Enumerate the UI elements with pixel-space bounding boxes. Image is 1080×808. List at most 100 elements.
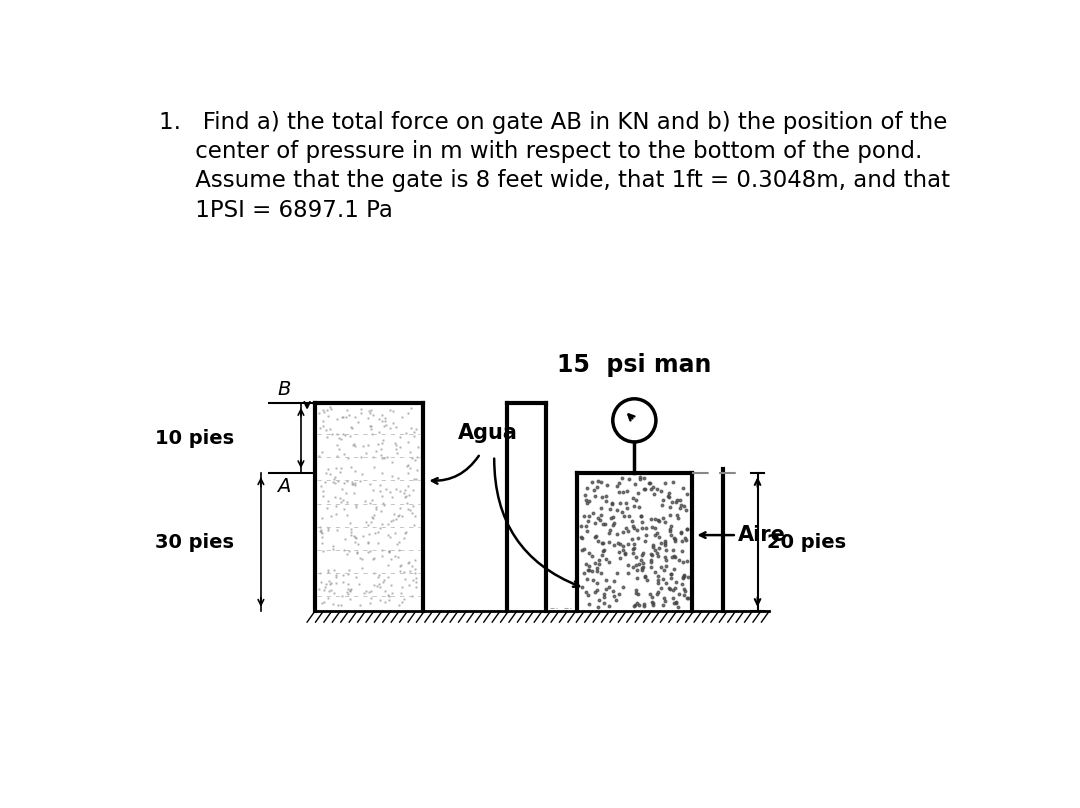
- Point: [324, 428, 341, 441]
- Point: [675, 588, 692, 601]
- Point: [320, 494, 337, 507]
- Point: [611, 497, 629, 510]
- Point: [590, 475, 607, 488]
- Point: [613, 505, 631, 518]
- Point: [383, 491, 401, 504]
- Point: [635, 600, 652, 612]
- Point: [633, 510, 650, 523]
- Point: [363, 494, 380, 507]
- Point: [404, 500, 421, 513]
- Point: [357, 447, 375, 460]
- Point: [407, 566, 424, 579]
- Point: [401, 461, 418, 474]
- Point: [382, 515, 400, 528]
- Point: [595, 591, 612, 604]
- Point: [365, 460, 382, 473]
- Point: [645, 539, 662, 552]
- Point: [381, 422, 399, 435]
- Point: [604, 585, 621, 598]
- Point: [380, 545, 397, 558]
- Point: [343, 475, 361, 488]
- Point: [672, 494, 689, 507]
- Point: [349, 545, 366, 558]
- Point: [392, 431, 409, 444]
- Point: [593, 548, 610, 561]
- Point: [647, 544, 664, 557]
- Point: [383, 469, 401, 482]
- Point: [637, 521, 654, 534]
- Point: [373, 443, 390, 456]
- Point: [579, 482, 596, 494]
- Point: [360, 545, 377, 558]
- Point: [402, 422, 419, 435]
- Point: [598, 478, 616, 491]
- Point: [600, 527, 618, 540]
- Point: [319, 592, 336, 605]
- Point: [665, 531, 683, 544]
- Point: [314, 415, 332, 428]
- Point: [383, 587, 401, 600]
- Point: [380, 594, 397, 607]
- Point: [645, 596, 662, 609]
- Point: [589, 565, 606, 578]
- Point: [400, 556, 417, 569]
- Point: [394, 581, 411, 594]
- Point: [322, 401, 339, 414]
- Point: [390, 508, 407, 521]
- Point: [623, 515, 640, 528]
- Point: [609, 567, 626, 580]
- Point: [311, 450, 328, 463]
- Point: [342, 523, 360, 536]
- Point: [624, 546, 642, 559]
- Point: [396, 527, 414, 540]
- Point: [326, 471, 343, 484]
- Point: [611, 552, 629, 565]
- Point: [335, 503, 352, 516]
- Point: [578, 558, 595, 570]
- Point: [349, 537, 366, 550]
- Point: [362, 516, 379, 528]
- Point: [615, 539, 632, 552]
- Point: [579, 524, 596, 537]
- Point: [333, 432, 350, 445]
- Point: [397, 426, 415, 439]
- Point: [314, 545, 332, 558]
- Point: [649, 527, 666, 540]
- Point: [675, 570, 692, 583]
- Point: [334, 483, 351, 496]
- Point: [406, 562, 423, 575]
- Point: [658, 576, 675, 589]
- Point: [337, 486, 354, 499]
- Point: [678, 555, 696, 568]
- Point: [647, 512, 664, 525]
- Point: [600, 556, 618, 569]
- Point: [336, 532, 353, 545]
- Point: [678, 523, 696, 536]
- Point: [316, 581, 334, 594]
- Point: [372, 484, 389, 497]
- Point: [650, 541, 667, 554]
- Point: [632, 470, 649, 483]
- Point: [620, 509, 637, 522]
- Point: [652, 485, 670, 498]
- Point: [589, 535, 606, 548]
- Point: [669, 600, 686, 613]
- Point: [642, 547, 659, 560]
- Point: [651, 531, 669, 544]
- Point: [347, 478, 364, 491]
- Point: [314, 537, 332, 549]
- Point: [627, 583, 645, 596]
- Point: [600, 600, 618, 612]
- Point: [675, 568, 692, 581]
- Point: [663, 528, 680, 541]
- Point: [643, 521, 660, 534]
- Point: [585, 483, 603, 496]
- Point: [649, 549, 666, 562]
- Point: [579, 563, 596, 576]
- Point: [375, 452, 392, 465]
- Point: [335, 427, 352, 440]
- Point: [672, 499, 689, 512]
- Point: [646, 528, 663, 541]
- Point: [592, 514, 609, 527]
- Point: [633, 562, 650, 574]
